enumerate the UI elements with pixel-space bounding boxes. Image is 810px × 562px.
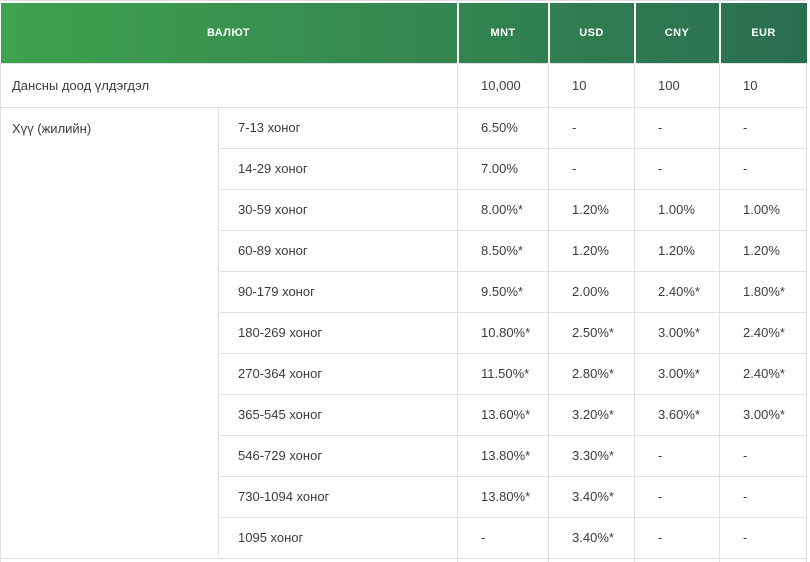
rate-value: 10.80%* [457,311,550,354]
rate-value: 13.80%* [457,434,550,477]
period-label: 7-13 хоног [217,106,459,149]
rate-value: 3.30%* [548,434,636,477]
rate-value: 3.00%* [634,311,721,354]
min-balance-label: Дансны доод үлдэгдэл [0,62,459,108]
rate-value: 13.80%* [457,475,550,518]
interest-period-row: 270-364 хоног 11.50%* 2.80%* 3.00%* 2.40%* [1,352,808,395]
next-row-value-cell [548,557,636,562]
rate-value: 1.00% [719,188,808,231]
next-row-value-cell [457,557,550,562]
period-label: 1095 хоног [217,516,459,559]
interest-period-row: 14-29 хоног 7.00% - - - [1,147,808,190]
rate-value: 7.00% [457,147,550,190]
period-label: 90-179 хоног [217,270,459,313]
rate-value: 3.00%* [634,352,721,395]
period-label: 365-545 хоног [217,393,459,436]
header-col-usd: USD [547,3,635,63]
top-divider [0,0,806,1]
rate-value: 3.60%* [634,393,721,436]
rate-value: 2.40%* [634,270,721,313]
period-label: 730-1094 хоног [217,475,459,518]
interest-period-row: Хүү (жилийн) 7-13 хоног 6.50% - - - [0,106,808,559]
interest-period-row: 60-89 хоног 8.50%* 1.20% 1.20% 1.20% [1,229,808,272]
rate-value: 3.40%* [548,516,636,559]
header-col-cny: CNY [633,3,720,63]
min-balance-row: Дансны доод үлдэгдэл 10,000 10 100 10 [0,62,808,108]
rate-value: - [634,516,721,559]
rate-value: 2.50%* [548,311,636,354]
rate-value: 1.20% [634,229,721,272]
rate-value: - [548,147,636,190]
rate-value: - [634,147,721,190]
rate-value: 2.40%* [719,311,808,354]
period-label: 180-269 хоног [217,311,459,354]
rate-value: - [457,516,550,559]
rate-value: 3.00%* [719,393,808,436]
rate-value: 11.50%* [457,352,550,395]
rate-value: - [634,106,721,149]
rate-value: 9.50%* [457,270,550,313]
next-row-label-cell [0,557,459,562]
interest-period-row: 365-545 хоног 13.60%* 3.20%* 3.60%* 3.00%* [1,393,808,436]
rate-value: 2.80%* [548,352,636,395]
period-label: 546-729 хоног [217,434,459,477]
rate-value: 3.20%* [548,393,636,436]
rate-value: - [548,106,636,149]
rate-value: 6.50% [457,106,550,149]
rate-value: 8.00%* [457,188,550,231]
rate-value: 1.00% [634,188,721,231]
header-col-mnt: MNT [456,3,549,63]
period-label: 60-89 хоног [217,229,459,272]
next-row-value-cell [719,557,808,562]
rate-value: - [719,475,808,518]
rate-value: 1.20% [548,188,636,231]
rate-value: 1.20% [548,229,636,272]
rate-value: 13.60%* [457,393,550,436]
min-balance-cny: 100 [634,62,721,108]
interest-period-row: 30-59 хоног 8.00%* 1.20% 1.00% 1.00% [1,188,808,231]
period-label: 270-364 хоног [217,352,459,395]
rate-value: 1.80%* [719,270,808,313]
period-label: 14-29 хоног [217,147,459,190]
next-row-partial [0,557,808,562]
deposit-rates-table: ВАЛЮТ MNT USD CNY EUR Дансны доод үлдэгд… [0,3,808,562]
period-label: 30-59 хоног [217,188,459,231]
rate-value: 2.40%* [719,352,808,395]
rate-value: 3.40%* [548,475,636,518]
min-balance-mnt: 10,000 [457,62,550,108]
interest-period-row: 1095 хоног -3.40%* - - [1,516,808,559]
interest-group-label: Хүү (жилийн) [0,106,219,559]
rate-value: - [634,434,721,477]
rate-value: - [719,106,808,149]
rate-value: 1.20% [719,229,808,272]
interest-period-row: 90-179 хоног 9.50%* 2.00% 2.40%* 1.80%* [1,270,808,313]
header-col-eur: EUR [718,3,807,63]
next-row-value-cell [634,557,721,562]
min-balance-usd: 10 [548,62,636,108]
rate-value: - [719,434,808,477]
rate-value: - [719,147,808,190]
rate-value: - [719,516,808,559]
header-currency-label: ВАЛЮТ [207,26,250,39]
rate-value: - [634,475,721,518]
header-row: ВАЛЮТ MNT USD CNY EUR [0,3,807,63]
interest-period-row: 546-729 хоног 13.80%* 3.30%* - - [1,434,808,477]
interest-period-row: 180-269 хоног 10.80%* 2.50%* 3.00%* 2.40%* [1,311,808,354]
min-balance-eur: 10 [719,62,808,108]
rate-value: 2.00% [548,270,636,313]
rate-value: 8.50%* [457,229,550,272]
interest-period-row: 730-1094 хоног 13.80%* 3.40%* - - [1,475,808,518]
